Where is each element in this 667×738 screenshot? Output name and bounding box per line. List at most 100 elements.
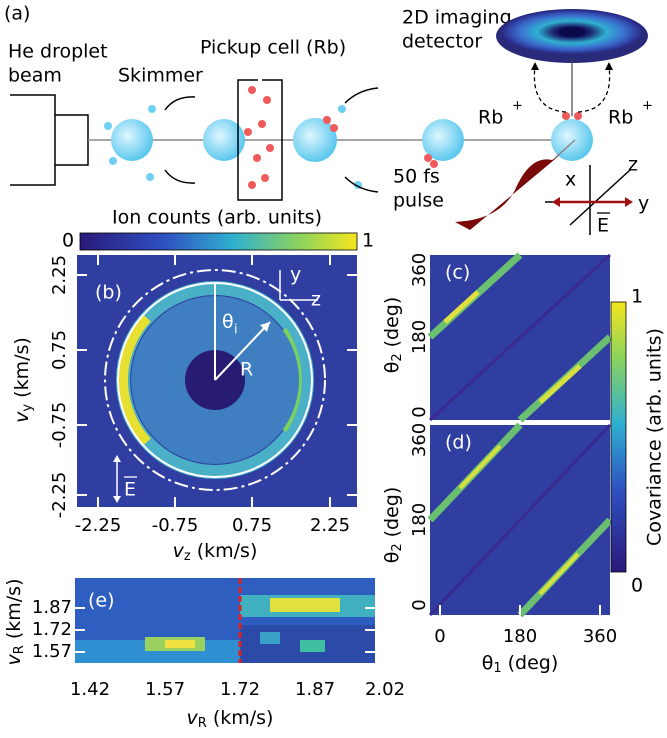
- circle-shape: [148, 105, 156, 113]
- circle-shape: [244, 128, 252, 136]
- y: y: [290, 264, 301, 286]
- yticks: 180: [409, 503, 430, 537]
- rect-shape: [270, 598, 340, 612]
- xticks: -0.75: [152, 515, 199, 536]
- title: Ion counts (arb. units): [112, 207, 322, 229]
- xticks: 1.72: [220, 679, 260, 700]
- unit: (deg): [381, 297, 403, 354]
- sub: R: [198, 716, 207, 731]
- yticks: 360: [409, 423, 430, 457]
- xticks: 2.02: [365, 679, 405, 700]
- max: 1: [362, 230, 374, 252]
- yticks: 1.57: [32, 641, 72, 662]
- circle-shape: [562, 112, 570, 120]
- sub: 2: [390, 543, 405, 551]
- unit: (km/s): [207, 707, 274, 729]
- text-shape: vz (km/s): [173, 540, 258, 564]
- symbol: v: [3, 653, 25, 665]
- circle-shape: [266, 144, 274, 152]
- skimmer: Skimmer: [118, 65, 203, 87]
- yticks: -2.25: [49, 472, 70, 519]
- text-shape: θ2 (deg): [381, 297, 405, 374]
- rect-shape: [165, 640, 195, 648]
- xticks: 1.57: [145, 679, 185, 700]
- radius: R: [240, 359, 253, 381]
- panel-d: (d) 360 180 0: [409, 423, 610, 615]
- text-shape: vR (km/s): [187, 707, 274, 731]
- panel-b: θ i R (b) y z E 2.25 0.75 -0.75 -2.25 -2…: [11, 255, 358, 564]
- xticks: 2.25: [310, 515, 350, 536]
- sub: 1: [493, 661, 501, 676]
- label: (e): [88, 590, 115, 612]
- min: 0: [631, 575, 643, 597]
- x: x: [565, 169, 576, 191]
- yticks: 0: [409, 406, 430, 417]
- panel-a: (a) He droplet beam Skimmer Pickup cell …: [4, 3, 653, 237]
- circle-shape: [551, 119, 593, 161]
- field: E: [597, 215, 609, 237]
- circle-shape: [104, 122, 112, 130]
- label: (a): [4, 3, 30, 25]
- symbol: θ: [482, 652, 494, 674]
- yticks: 1.87: [32, 597, 72, 618]
- figure: (a) He droplet beam Skimmer Pickup cell …: [0, 0, 667, 738]
- circle-shape: [323, 116, 331, 124]
- label: (d): [445, 432, 472, 454]
- title: Covariance (arb. units): [644, 328, 666, 546]
- path-shape: [455, 155, 560, 230]
- symbol: θ: [381, 552, 403, 564]
- label: (b): [95, 282, 122, 304]
- circle-shape: [338, 105, 346, 113]
- symbol: v: [187, 707, 199, 729]
- min: 0: [62, 230, 74, 252]
- yticks: 0.75: [49, 330, 70, 370]
- circle-shape: [261, 174, 269, 182]
- sub: 2: [390, 353, 405, 361]
- rect-shape: [300, 640, 325, 652]
- text-shape: vy (km/s): [11, 337, 35, 423]
- yticks: 2.25: [49, 255, 70, 295]
- path-shape: [10, 95, 88, 185]
- ion-right: Rb: [608, 107, 633, 129]
- ellipse-shape: [558, 27, 586, 37]
- sub: i: [234, 323, 238, 338]
- panel-e: (e) 1.87 1.72 1.57 1.42 1.57 1.72 1.87 2…: [3, 578, 406, 731]
- circle-shape: [248, 181, 256, 189]
- pulse: 50 fs: [393, 166, 440, 188]
- circle-shape: [574, 112, 582, 120]
- colorbar-right: 1 0 Covariance (arb. units): [611, 286, 666, 597]
- ion-left: Rb: [478, 107, 503, 129]
- xticks: -2.25: [75, 515, 122, 536]
- yticks: 0: [409, 599, 430, 610]
- yticks: 1.72: [32, 619, 72, 640]
- circle-shape: [146, 173, 154, 181]
- text-shape: θ1 (deg): [482, 652, 559, 676]
- circle-shape: [109, 157, 117, 165]
- yticks: 180: [409, 320, 430, 354]
- max: 1: [631, 286, 643, 308]
- circle-shape: [258, 120, 266, 128]
- pickup-cell: Pickup cell (Rb): [200, 37, 346, 59]
- beam-source: He droplet: [8, 41, 108, 63]
- xticks: 360: [583, 626, 617, 647]
- panel-c: (c) 360 180 0: [409, 253, 610, 420]
- circle-shape: [330, 124, 338, 132]
- circle-shape: [253, 154, 261, 162]
- pulse: pulse: [393, 190, 444, 212]
- unit: (km/s): [3, 579, 25, 646]
- symbol: v: [173, 540, 185, 562]
- xticks: 0: [434, 626, 445, 647]
- xticks: 1.87: [295, 679, 335, 700]
- symbol: θ: [222, 311, 234, 333]
- yticks: 360: [409, 253, 430, 287]
- yticks: -0.75: [49, 402, 70, 449]
- rect-shape: [260, 632, 280, 644]
- xticks: 1.42: [70, 679, 110, 700]
- circle-shape: [424, 154, 432, 162]
- rect-shape: [611, 302, 626, 572]
- symbol: v: [11, 411, 33, 423]
- colorbar-top: Ion counts (arb. units) 0 1: [62, 207, 374, 252]
- xticks: 0.75: [232, 515, 272, 536]
- charge: +: [512, 99, 523, 114]
- field: E: [124, 479, 136, 501]
